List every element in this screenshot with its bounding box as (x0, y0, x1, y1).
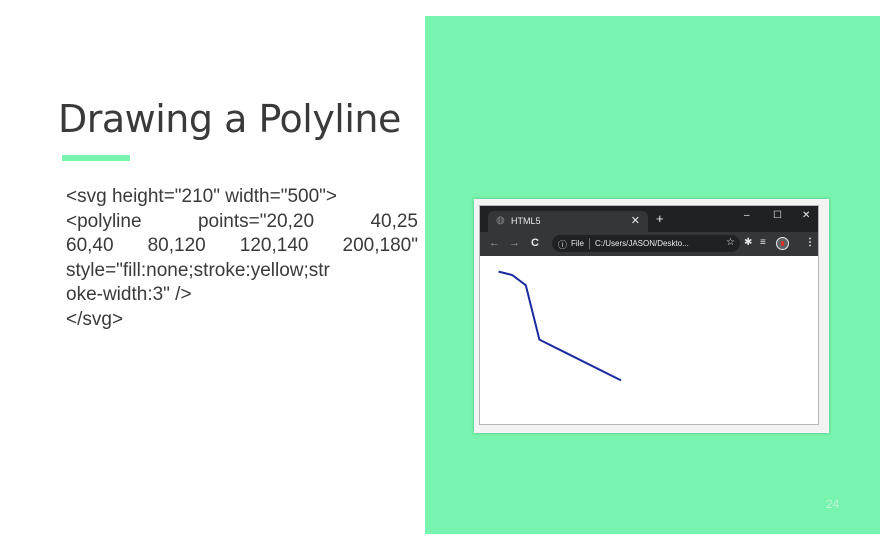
window-close-icon[interactable]: ✕ (802, 210, 811, 221)
tab-close-icon[interactable]: ✕ (630, 215, 640, 227)
reading-list-icon[interactable]: ≡ (760, 237, 766, 248)
browser-tab-bar: ◍ HTML5 ✕ + – ☐ ✕ (480, 206, 818, 232)
slide-page-number: 24 (826, 497, 840, 511)
info-icon[interactable]: ⓘ (558, 240, 568, 250)
globe-icon: ◍ (496, 215, 505, 226)
polyline-canvas (498, 270, 622, 382)
browser-toolbar: ← → C ⓘ File C:/Users/JASON/Deskto... ☆ … (480, 232, 818, 256)
code-token: 60,40 (66, 235, 114, 256)
code-token: 120,140 (239, 235, 309, 256)
extensions-puzzle-icon[interactable]: ✱ (744, 237, 753, 248)
profile-avatar-icon[interactable] (776, 237, 789, 250)
tab-title: HTML5 (511, 216, 541, 226)
minimize-icon[interactable]: – (744, 210, 750, 221)
address-separator (589, 238, 590, 249)
code-token: points="20,20 (197, 210, 315, 232)
slide-title: Drawing a Polyline (58, 97, 401, 141)
browser-window: ◍ HTML5 ✕ + – ☐ ✕ ← → C ⓘ File C:/Users/… (479, 205, 819, 425)
maximize-icon[interactable]: ☐ (773, 210, 782, 221)
back-arrow-icon[interactable]: ← (489, 237, 500, 249)
scheme-label: File (571, 239, 584, 248)
bookmark-star-icon[interactable]: ☆ (726, 237, 735, 248)
new-tab-icon[interactable]: + (656, 211, 664, 226)
title-accent-bar (62, 155, 130, 161)
code-line-5: oke-width:3" /> (66, 284, 192, 305)
code-token: 80,120 (147, 235, 206, 256)
address-bar[interactable]: ⓘ File C:/Users/JASON/Deskto... ☆ (552, 235, 740, 252)
code-token: <polyline (66, 210, 142, 232)
code-line-6: </svg> (66, 308, 124, 330)
browser-tab[interactable]: ◍ HTML5 ✕ (488, 211, 648, 232)
code-line-3: 60,40 80,120 120,140 200,180" (66, 234, 418, 259)
rendered-polyline (498, 270, 622, 382)
menu-kebab-icon[interactable]: ⋮ (805, 237, 815, 248)
code-snippet: <svg height="210" width="500"> <polyline… (66, 185, 418, 332)
code-line-4: style="fill:none;stroke:yellow;str (66, 259, 330, 281)
code-token: 40,25 (370, 210, 418, 232)
forward-arrow-icon[interactable]: → (509, 237, 520, 249)
address-url[interactable]: C:/Users/JASON/Deskto... (595, 239, 689, 248)
reload-icon[interactable]: C (531, 237, 539, 249)
code-line-1: <svg height="210" width="500"> (66, 186, 338, 207)
code-token: 200,180" (342, 235, 418, 256)
browser-screenshot-frame: ◍ HTML5 ✕ + – ☐ ✕ ← → C ⓘ File C:/Users/… (474, 199, 829, 433)
code-line-2: <polyline points="20,20 40,25 (66, 210, 418, 235)
page-viewport (480, 256, 818, 424)
